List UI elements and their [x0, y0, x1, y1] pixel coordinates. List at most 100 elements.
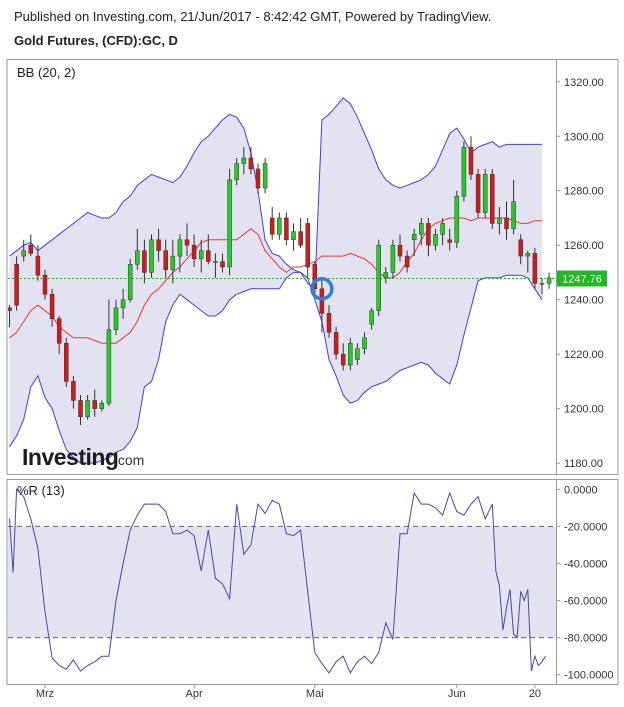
candle-body — [475, 174, 481, 213]
candle — [170, 239, 176, 284]
time-axis-tick-label: 20 — [529, 688, 541, 700]
price-axis-tick-label: 1220.00 — [564, 349, 604, 361]
candle — [461, 141, 467, 202]
candle — [56, 316, 62, 355]
candle-body — [312, 264, 318, 290]
investing-watermark: Investing .com — [22, 444, 144, 470]
price-axis-tick-label: 1260.00 — [564, 240, 604, 252]
candle — [184, 223, 190, 257]
candle-body — [426, 223, 431, 246]
candle — [397, 234, 403, 262]
candle — [433, 228, 438, 251]
candle-body — [468, 146, 474, 175]
candle-body — [127, 264, 133, 300]
candle-body — [78, 400, 83, 418]
candle — [454, 190, 460, 248]
candle-body — [28, 244, 34, 254]
candle — [383, 267, 389, 284]
candle — [99, 400, 105, 412]
bollinger-band-fill — [9, 98, 542, 464]
candle — [64, 337, 69, 387]
candle — [142, 239, 147, 284]
candle-body — [333, 332, 339, 355]
candle — [85, 395, 90, 420]
candle-body — [390, 244, 396, 273]
williams-r-line-layer — [9, 488, 546, 674]
indicator-axis-tick-label: -100.0000 — [564, 670, 614, 682]
candle — [340, 343, 346, 371]
candle — [163, 239, 168, 278]
candle — [106, 299, 112, 406]
candle-body — [92, 400, 97, 409]
williams-r-series-line — [9, 488, 546, 674]
candle — [525, 250, 531, 273]
candle — [177, 234, 183, 273]
candle-body — [525, 253, 531, 257]
candle-body — [49, 293, 55, 320]
indicator-pane-title: %R (13) — [17, 483, 65, 498]
candle — [248, 147, 254, 175]
candle-body — [348, 343, 353, 366]
watermark-brand: Investing — [22, 444, 118, 470]
price-axis-tick-label: 1240.00 — [564, 295, 604, 307]
candle — [475, 168, 481, 218]
candle-body — [305, 223, 310, 268]
candle — [511, 179, 516, 235]
candle-body — [369, 310, 374, 325]
williams-r-zone — [8, 526, 556, 638]
price-axis-labels: 1320.00 1300.00 1280.00 1260.00 1240.00 1220.… — [556, 77, 604, 470]
candle — [284, 212, 289, 246]
candle-body — [113, 307, 119, 330]
candle-body — [191, 244, 197, 260]
candle-body — [35, 255, 41, 276]
candle — [539, 277, 545, 295]
candle-body — [454, 195, 460, 243]
candle-body — [461, 146, 467, 197]
candle — [78, 395, 83, 425]
candle — [92, 389, 97, 417]
time-axis-tick-label: Jun — [448, 688, 466, 700]
candle — [319, 277, 325, 333]
candle-body — [532, 253, 538, 284]
candle — [149, 234, 154, 278]
price-axis-tick-label: 1300.00 — [564, 131, 604, 143]
candle-body — [198, 250, 204, 260]
candle-body — [248, 157, 254, 170]
candle-body — [206, 250, 211, 262]
candle-body — [163, 250, 168, 270]
candle — [206, 234, 211, 265]
candle-body — [355, 348, 360, 360]
candle-body — [21, 250, 26, 257]
candle — [113, 299, 119, 336]
candle — [369, 307, 374, 330]
candle-body — [340, 353, 346, 366]
candle-body — [56, 318, 62, 344]
candle — [355, 343, 360, 366]
candle-body — [490, 174, 495, 224]
bollinger-band-layer — [9, 97, 543, 464]
candle — [298, 217, 303, 248]
candle — [156, 228, 161, 262]
candle — [326, 305, 332, 338]
publisher-caption: Published on Investing.com, 21/Jun/2017 … — [14, 9, 492, 24]
candle — [234, 158, 239, 186]
candle-body — [326, 313, 332, 333]
candle — [376, 239, 381, 317]
candle — [411, 228, 417, 257]
candle-body — [106, 329, 112, 404]
time-axis-tick-label: Apr — [186, 688, 203, 700]
candle-body — [511, 201, 516, 230]
candle — [490, 168, 495, 229]
candle — [127, 258, 133, 303]
candle-body — [156, 239, 161, 251]
candle — [348, 337, 353, 371]
candle — [419, 217, 424, 246]
candle-body — [262, 163, 268, 189]
candle-body — [539, 283, 545, 285]
candle-body — [184, 239, 190, 246]
price-pane-title: BB (20, 2) — [17, 65, 76, 80]
candle — [362, 332, 367, 355]
candle — [241, 147, 247, 175]
highlight-circle-layer — [310, 277, 334, 301]
